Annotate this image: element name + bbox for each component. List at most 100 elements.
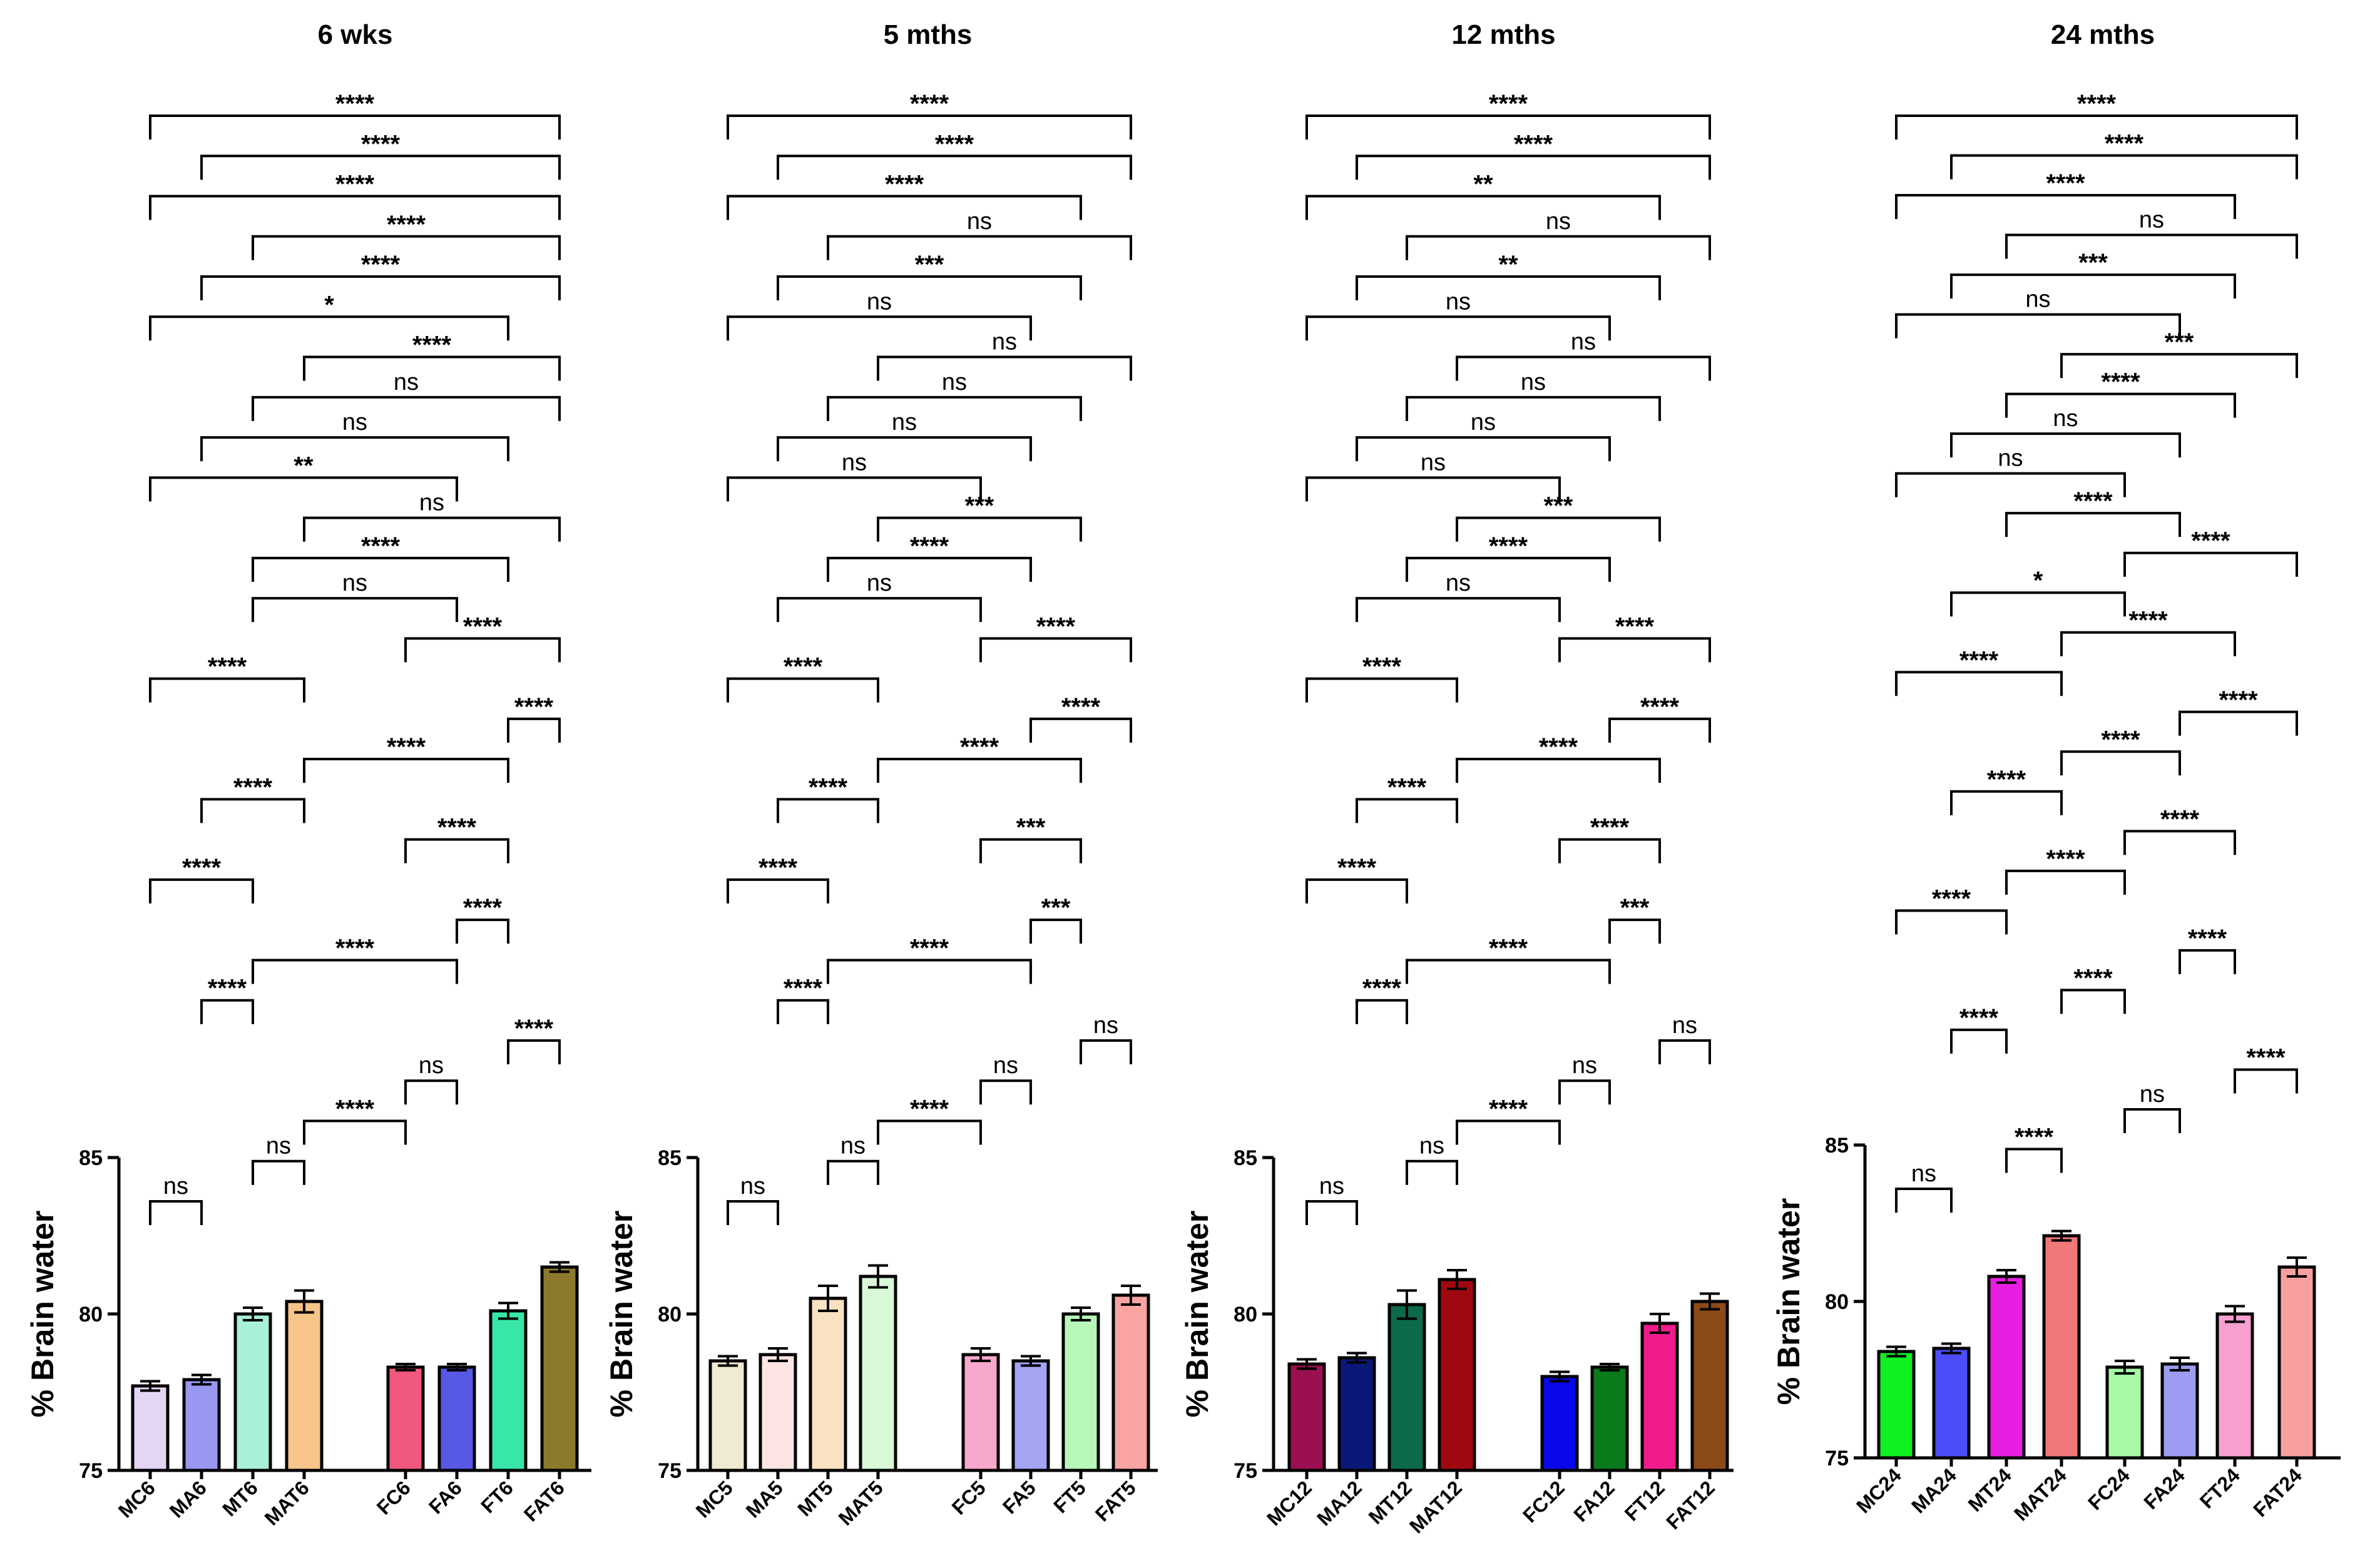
significance-label: **** [910,532,949,560]
bar-FA12 [1590,1365,1629,1472]
x-tick-label: MAT6 [260,1476,314,1529]
error-bar [1297,1358,1317,1370]
significance-bracket [149,115,561,140]
error-bar [971,1347,991,1362]
significance-bracket [1356,275,1661,301]
x-tick-label: FAT6 [519,1476,569,1525]
significance-label: **** [1489,1095,1528,1123]
error-bar [1021,1355,1041,1367]
bar-MC6 [131,1384,170,1472]
y-tick-label: 75 [1234,1459,1257,1483]
significance-label: **** [2046,845,2085,873]
significance-bracket [1895,1188,1953,1213]
bar-FT24 [2215,1312,2254,1460]
significance-bracket [303,758,509,783]
significance-label: **** [784,653,823,681]
significance-bracket [877,516,1082,542]
x-tick-label: FA5 [998,1476,1040,1518]
significance-bracket [200,275,561,301]
significance-label: **** [1489,934,1528,962]
significance-bracket [2060,750,2181,776]
significance-bracket [1950,273,2236,299]
significance-bracket [1558,838,1661,863]
significance-bracket [1305,476,1561,502]
x-tick-label: FAT5 [1091,1476,1140,1525]
error-bar [1071,1306,1091,1321]
y-tick-label: 75 [79,1459,103,1483]
significance-label: ns [419,1052,444,1079]
significance-label: ns [2053,405,2078,432]
significance-label: ns [892,409,917,435]
significance-bracket [252,556,509,582]
significance-label: **** [463,613,503,640]
x-tick-label: MA6 [165,1476,211,1522]
y-axis-label: % Brain water [25,1211,60,1418]
significance-label: **** [1387,773,1427,801]
bar-MA24 [1932,1347,1971,1460]
bar-FT5 [1061,1312,1100,1472]
x-tick-label: MAT24 [2010,1464,2071,1525]
error-bar [768,1347,788,1362]
significance-bracket [1406,556,1611,582]
significance-label: **** [2128,607,2168,634]
x-tick-label: FAT12 [1662,1476,1719,1534]
error-bar [868,1264,888,1289]
significance-bracket [877,355,1132,381]
significance-bracket [149,878,254,904]
significance-bracket [777,999,829,1024]
significance-label: **** [910,934,949,962]
significance-bracket [2179,949,2236,974]
significance-bracket [200,798,305,823]
significance-bracket [1895,472,2126,497]
significance-bracket [1456,758,1661,783]
significance-bracket [2123,830,2236,855]
error-bar [1886,1345,1906,1358]
error-bar [192,1373,212,1386]
significance-label: ns [163,1173,188,1199]
bar-MT12 [1387,1303,1426,1472]
significance-label: *** [1620,894,1650,922]
significance-bracket [727,1200,779,1225]
significance-bracket [200,155,561,180]
significance-bracket [1356,436,1611,462]
significance-bracket [2123,1107,2181,1133]
significance-label: **** [784,975,823,1002]
significance-bracket [303,516,561,542]
x-tick-label: MAT12 [1405,1476,1466,1537]
chart-title: 5 mths [884,19,973,50]
significance-label: **** [514,693,554,721]
x-tick-label: FT5 [1049,1476,1090,1517]
significance-bracket [1895,671,2063,696]
x-tick-label: MT6 [218,1476,262,1520]
bar-FA6 [437,1365,476,1472]
significance-bracket [1305,878,1408,904]
significance-label: ns [992,329,1017,355]
significance-label: ns [1471,409,1496,435]
significance-bracket [827,556,1032,582]
significance-label: ns [1446,288,1471,315]
x-tick-label: MA5 [742,1476,787,1522]
significance-label: **** [335,171,375,198]
significance-bracket [1305,677,1458,703]
x-tick-label: MC5 [692,1476,737,1522]
significance-label: **** [335,90,375,118]
significance-bracket [2123,551,2298,577]
error-bar [1121,1285,1141,1306]
bar-MA5 [759,1353,797,1472]
significance-bracket [1895,194,2236,220]
x-tick-label: FC12 [1518,1476,1569,1527]
significance-label: ns [1319,1173,1344,1199]
significance-bracket [727,476,982,502]
error-bar [1550,1370,1570,1383]
significance-bracket [1080,1039,1132,1064]
bar-FC6 [386,1365,425,1472]
significance-label: **** [1036,613,1076,640]
significance-bracket [1658,1039,1711,1064]
bar-MT5 [809,1296,847,1472]
significance-label: **** [1932,885,1971,912]
significance-bracket [777,597,982,623]
significance-label: **** [335,1095,375,1123]
significance-bracket [827,235,1132,260]
error-bar [2170,1357,2190,1372]
